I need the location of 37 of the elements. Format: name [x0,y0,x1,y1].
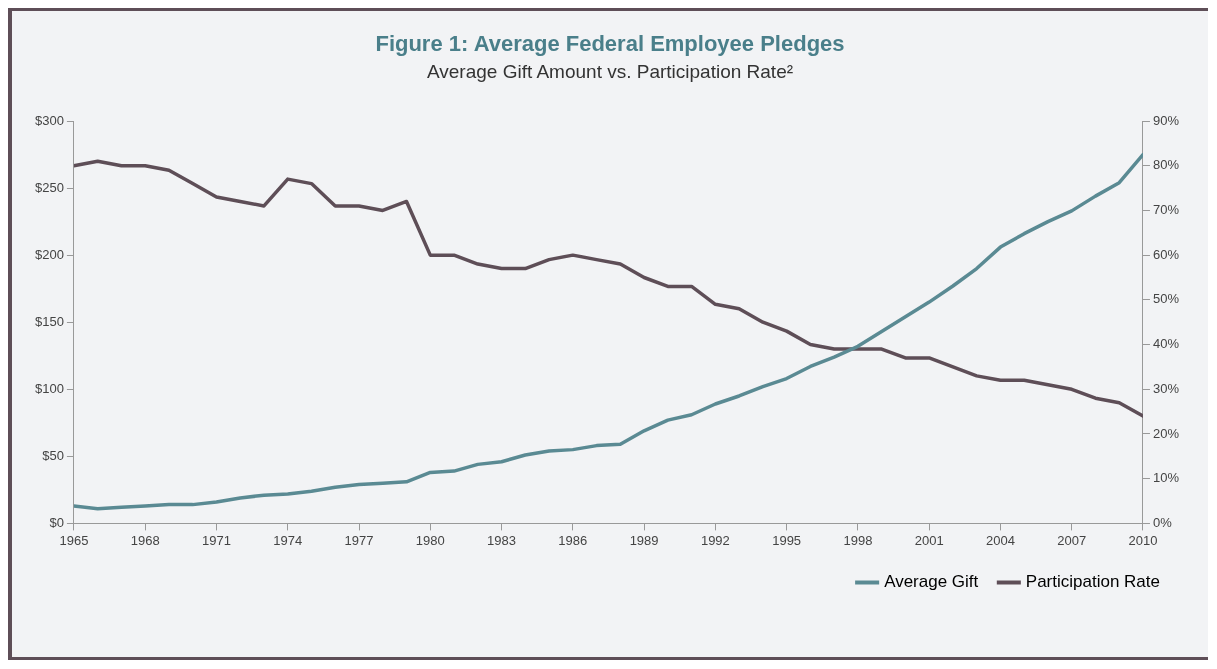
y2-tick-label: 0% [1152,514,1173,530]
x-tick-label: 1986 [558,532,588,548]
chart-title: Figure 1: Average Federal Employee Pledges [374,31,846,57]
legend-label: Participation Rate [1025,572,1161,592]
x-tick-label: 1983 [487,532,517,548]
y-tick-label: $100 [35,380,64,396]
y-tick-label: $250 [35,179,64,195]
y2-tick-label: 50% [1152,291,1180,307]
y-tick-label: $0 [49,514,64,530]
x-tick-label: 2010 [1128,532,1158,548]
x-tick-label: 1965 [59,532,89,548]
x-tick-label: 1971 [202,532,231,548]
y-tick-label: $50 [42,447,64,463]
x-tick-label: 1980 [415,532,445,548]
x-tick-label: 1989 [629,532,659,548]
x-tick-label: 2001 [914,532,944,548]
y2-tick-label: 10% [1152,470,1180,486]
y2-tick-label: 40% [1152,336,1180,352]
x-tick-label: 1974 [273,532,303,548]
x-tick-label: 2007 [1057,532,1087,548]
x-tick-label: 1998 [843,532,873,548]
y-tick-label: $150 [35,313,64,329]
y2-tick-label: 20% [1152,425,1180,441]
legend-label: Average Gift [884,572,979,592]
x-tick-label: 1977 [344,532,374,548]
y-tick-label: $300 [35,112,64,128]
y2-tick-label: 70% [1152,202,1180,217]
x-tick-label: 1968 [130,532,160,548]
x-tick-label: 1995 [772,532,802,548]
y2-tick-label: 90% [1152,112,1180,128]
x-tick-label: 2004 [985,532,1015,548]
chart-subtitle: Average Gift Amount vs. Participation Rate² [425,61,795,83]
y-tick-label: $200 [35,246,64,262]
x-tick-label: 1992 [700,532,730,548]
y2-tick-label: 30% [1152,380,1180,396]
y2-tick-label: 80% [1152,157,1180,173]
y2-tick-label: 60% [1152,246,1180,262]
